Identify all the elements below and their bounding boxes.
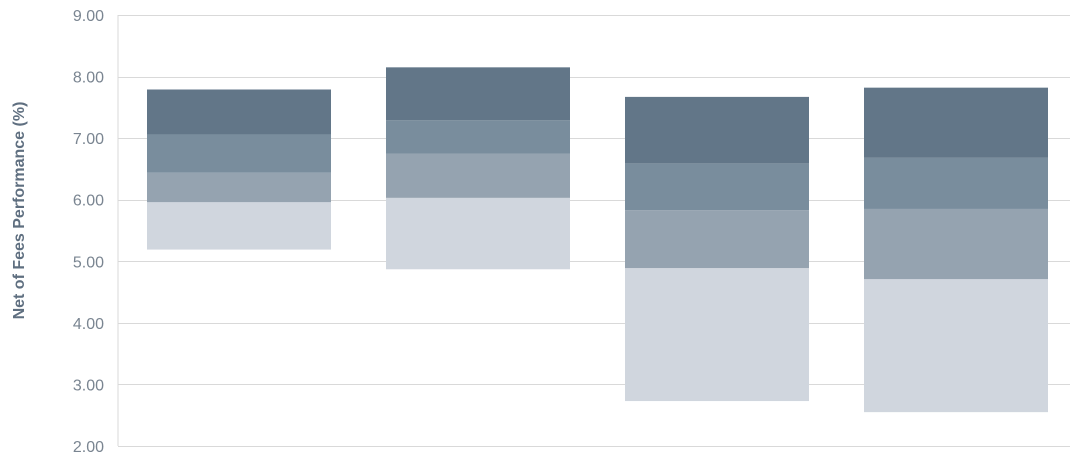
y-axis-title: Net of Fees Performance (%) [11,102,28,320]
bar-segment [864,87,1048,158]
bar-1 [147,89,331,250]
bar-segment [147,134,331,173]
y-tick-label: 3.00 [73,377,104,394]
y-tick-label: 4.00 [73,316,104,333]
bar-segment [625,268,809,402]
bar-segment [625,96,809,164]
bar-segment [147,89,331,135]
y-tick-label: 2.00 [73,439,104,452]
y-tick-label: 5.00 [73,254,104,271]
y-tick-label: 9.00 [73,8,104,25]
bar-segment [864,157,1048,209]
bar-2 [386,67,570,270]
bar-segment [386,120,570,154]
y-tick-label: 7.00 [73,131,104,148]
y-tick-label: 8.00 [73,70,104,87]
bars [147,67,1048,413]
y-axis-ticks: 2.00 3.00 4.00 5.00 6.00 7.00 8.00 9.00 [73,8,104,452]
bar-segment [386,153,570,198]
bar-4 [864,87,1048,413]
y-tick-label: 6.00 [73,193,104,210]
bar-segment [625,163,809,211]
bar-segment [386,197,570,270]
bar-3 [625,96,809,402]
bar-segment [147,202,331,250]
bar-segment [147,172,331,203]
bar-segment [625,210,809,269]
bar-segment [864,208,1048,280]
bar-segment [864,279,1048,413]
bar-segment [386,67,570,121]
